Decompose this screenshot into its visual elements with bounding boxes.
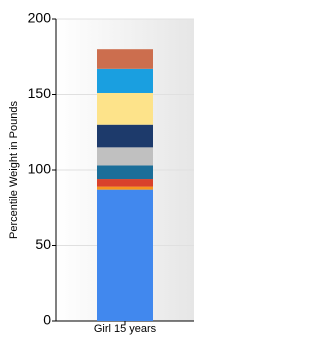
bar-segment: [97, 165, 153, 180]
y-tick-label: 200: [28, 10, 52, 26]
bar-segment: [97, 68, 153, 93]
y-tick-label: 0: [43, 312, 51, 328]
y-tick-label: 100: [28, 161, 52, 177]
bar-segment: [97, 147, 153, 166]
bar-segment: [97, 92, 153, 125]
y-axis-title: Percentile Weight in Pounds: [8, 101, 20, 239]
bar-segment: [97, 179, 153, 187]
y-tick-label: 50: [35, 236, 51, 252]
x-tick-label: Girl 15 years: [94, 323, 157, 335]
bar-segment: [97, 186, 153, 190]
bar-segment: [97, 49, 153, 69]
chart: Percentile Weight in Pounds 0 50 100 150 200…: [8, 10, 194, 335]
bar-segment: [97, 189, 153, 321]
bar-segment: [97, 124, 153, 148]
y-tick-label: 150: [28, 85, 52, 101]
